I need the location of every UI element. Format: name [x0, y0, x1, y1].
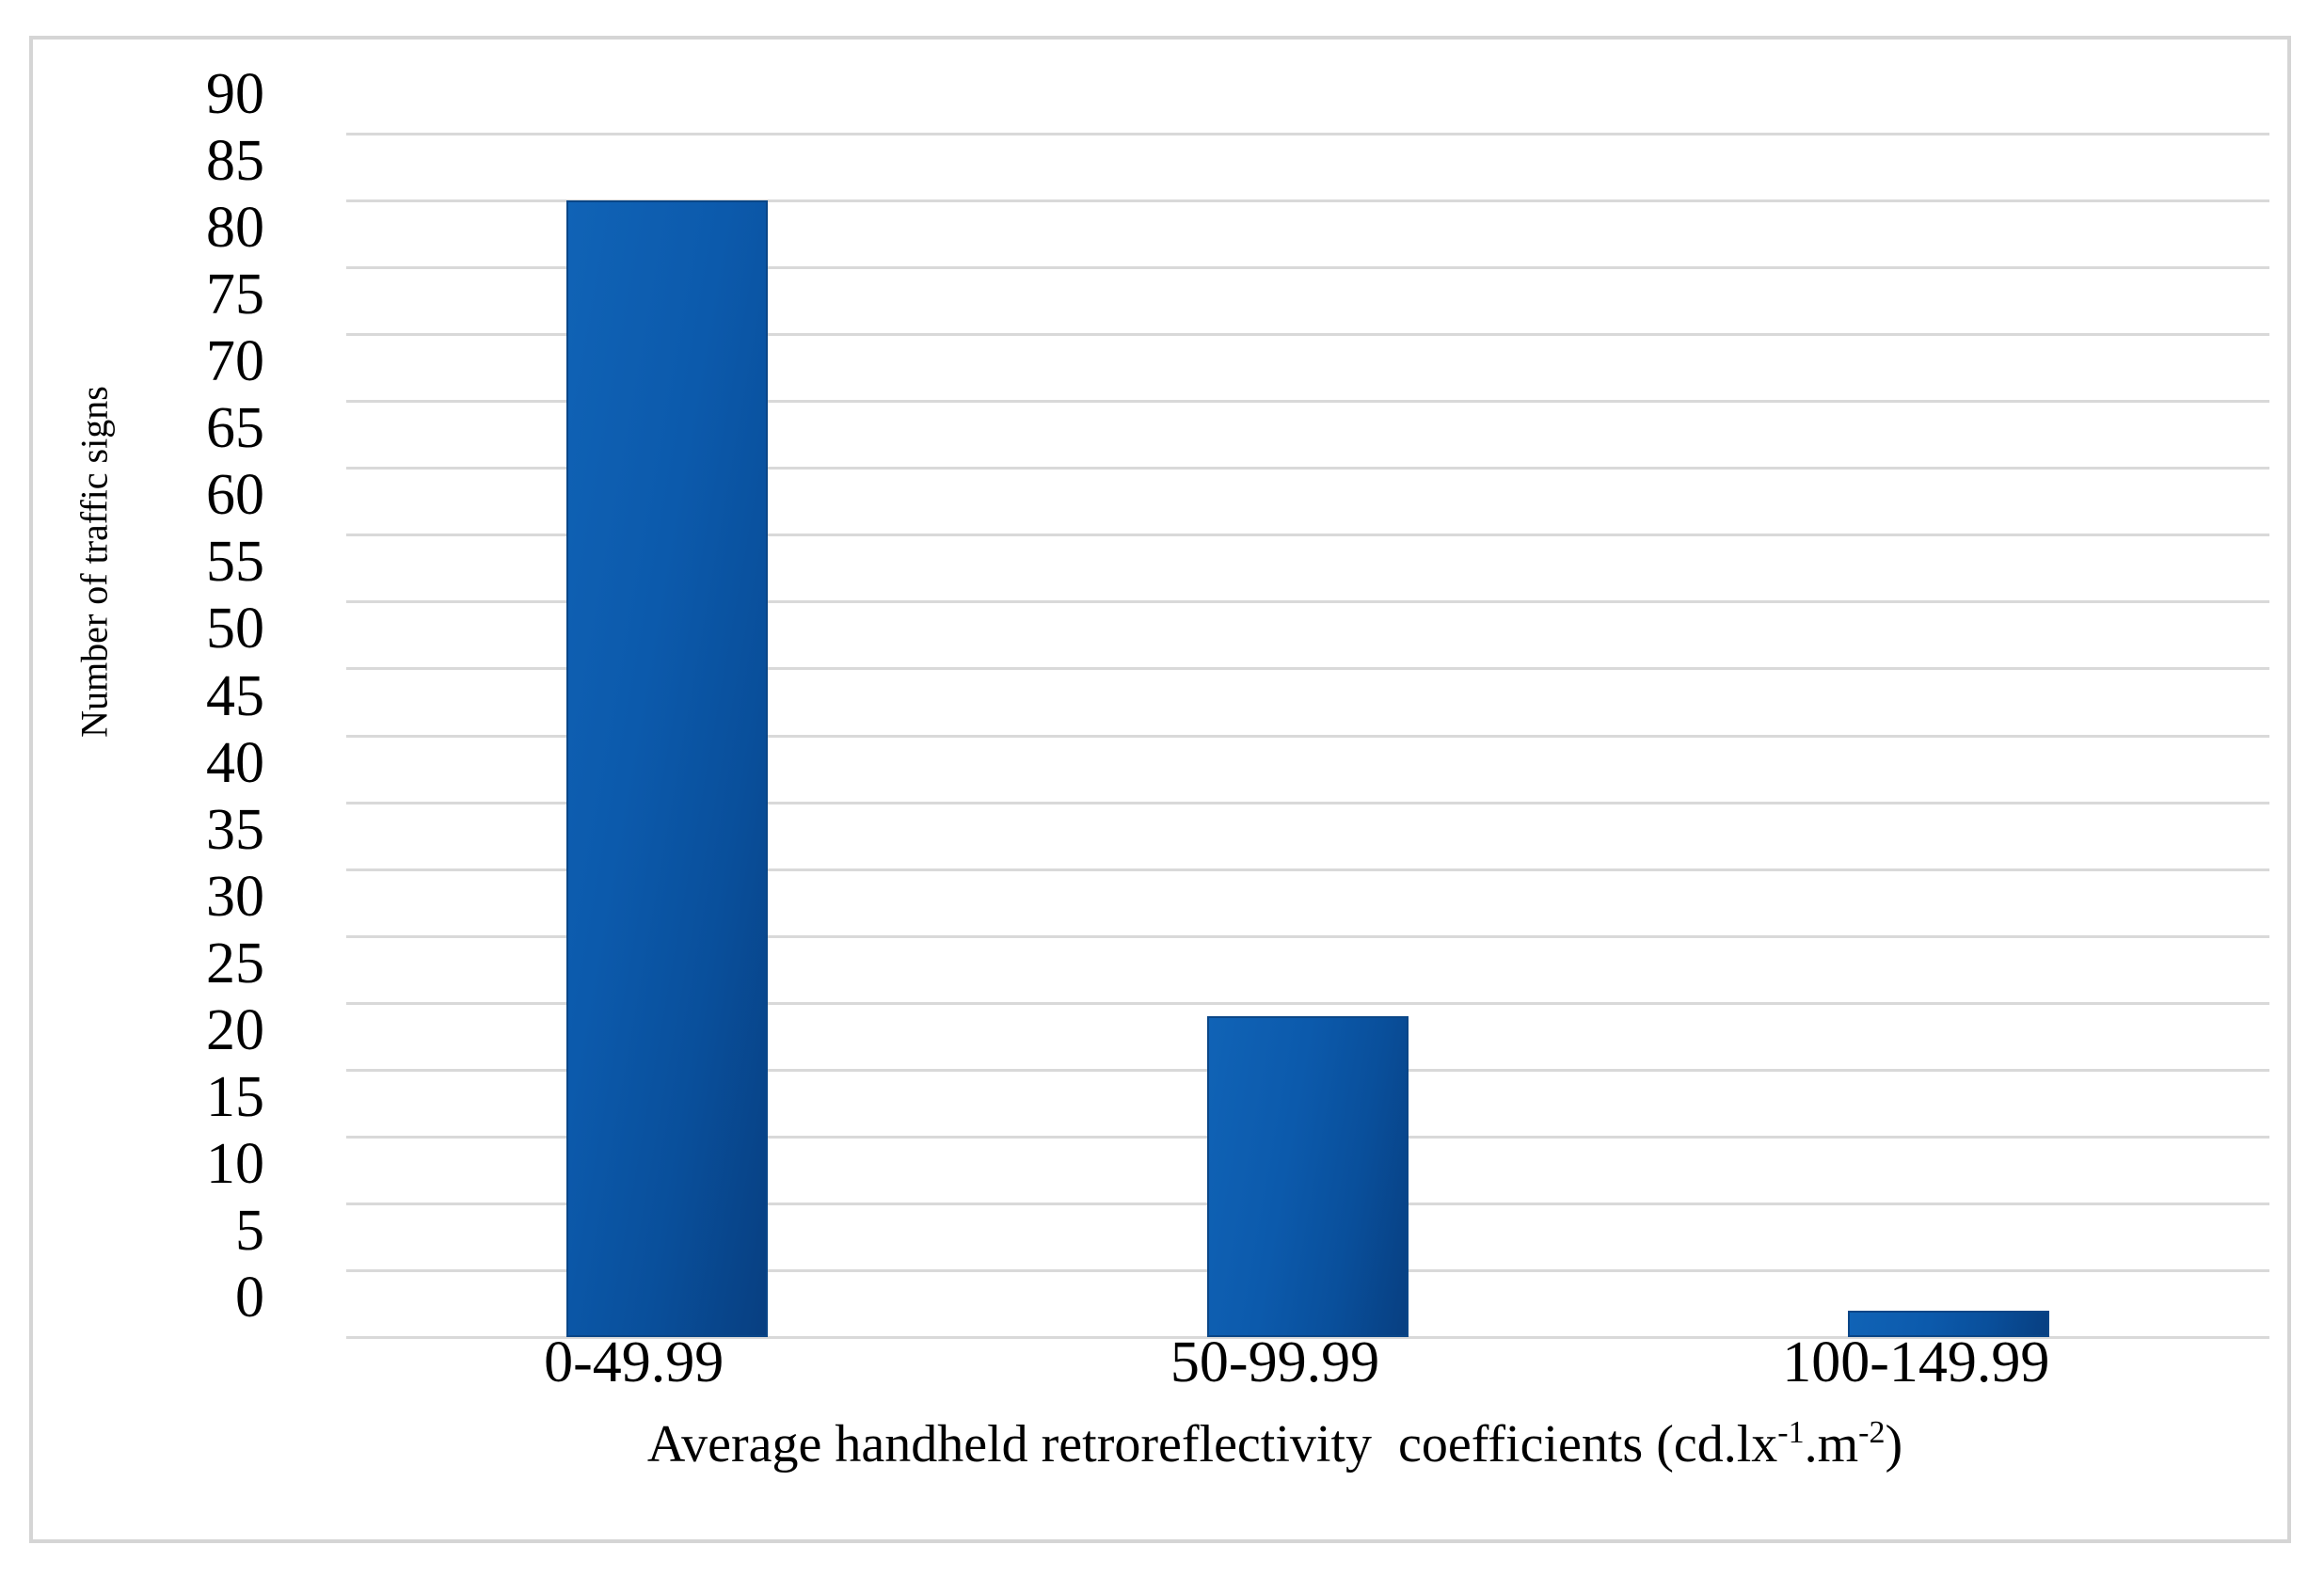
x-tick-label-50-99.99: 50-99.99 [1170, 1330, 1380, 1394]
gridline-y-0 [346, 1336, 2269, 1339]
y-tick-label-55: 55 [206, 530, 264, 595]
chart-frame [29, 36, 2291, 1543]
y-tick-label-80: 80 [206, 196, 264, 261]
y-tick-label-15: 15 [206, 1064, 264, 1129]
y-tick-label-10: 10 [206, 1131, 264, 1196]
y-tick-label-20: 20 [206, 997, 264, 1062]
x-tick-label-0-49.99: 0-49.99 [544, 1330, 724, 1394]
y-tick-label-40: 40 [206, 730, 264, 795]
x-axis-title: Average handheld retroreflectivity coeff… [647, 1413, 1902, 1475]
y-tick-label-90: 90 [206, 62, 264, 126]
gridline-y-80 [346, 266, 2269, 270]
x-axis-title-unit-separator: .m [1804, 1415, 1859, 1473]
superscript-minus-1: -1 [1777, 1415, 1805, 1450]
y-tick-label-25: 25 [206, 931, 264, 996]
y-tick-label-50: 50 [206, 597, 264, 661]
superscript-minus-2: -2 [1858, 1415, 1886, 1450]
gridline-y-35 [346, 868, 2269, 871]
gridline-y-85 [346, 199, 2269, 203]
y-tick-label-35: 35 [206, 797, 264, 862]
gridline-y-75 [346, 333, 2269, 337]
gridline-y-70 [346, 400, 2269, 404]
bar-50-99.99 [1207, 1015, 1409, 1337]
bar-100-149.99 [1848, 1310, 2050, 1337]
y-tick-label-45: 45 [206, 663, 264, 728]
gridline-y-30 [346, 934, 2269, 938]
gridline-y-55 [346, 600, 2269, 604]
gridline-y-65 [346, 467, 2269, 470]
gridline-y-45 [346, 734, 2269, 738]
y-tick-label-30: 30 [206, 864, 264, 929]
gridline-y-90 [346, 133, 2269, 135]
x-axis-title-text: Average handheld retroreflectivity coeff… [646, 1415, 1778, 1473]
plot-area [346, 133, 2269, 1339]
gridline-y-50 [346, 667, 2269, 671]
x-tick-label-100-149.99: 100-149.99 [1782, 1330, 2050, 1394]
y-tick-label-5: 5 [235, 1198, 264, 1263]
y-tick-label-85: 85 [206, 129, 264, 194]
gridline-y-25 [346, 1001, 2269, 1005]
y-tick-label-0: 0 [235, 1266, 264, 1330]
gridline-y-60 [346, 534, 2269, 537]
y-tick-label-60: 60 [206, 463, 264, 528]
bar-0-49.99 [565, 200, 768, 1337]
y-tick-label-70: 70 [206, 329, 264, 394]
y-tick-label-75: 75 [206, 263, 264, 327]
y-tick-label-65: 65 [206, 396, 264, 461]
gridline-y-40 [346, 801, 2269, 804]
x-axis-title-close-paren: ) [1885, 1415, 1903, 1473]
